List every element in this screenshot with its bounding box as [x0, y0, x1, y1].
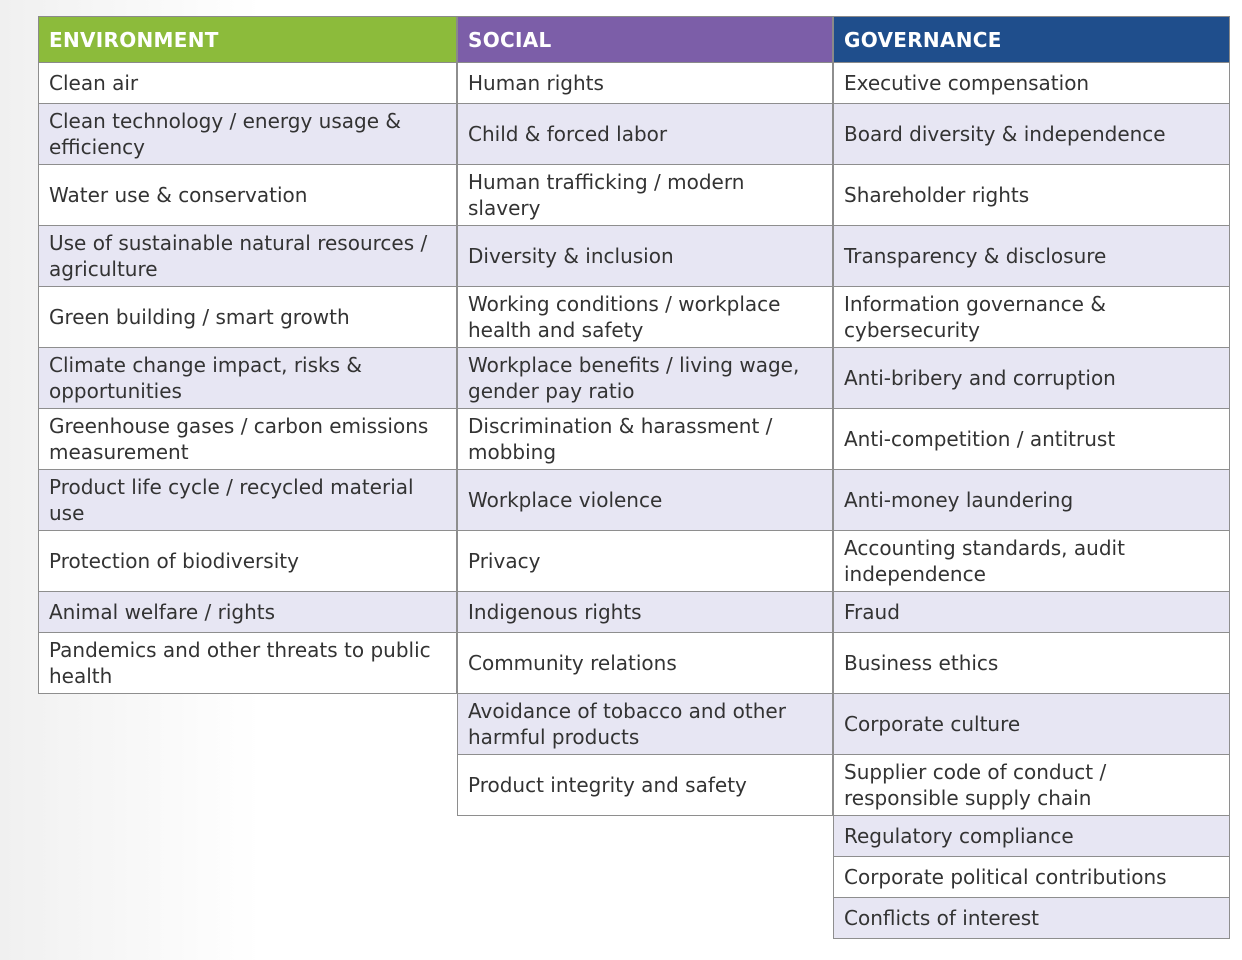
table-cell: Conflicts of interest	[833, 898, 1230, 939]
table-cell: Climate change impact, risks & opportuni…	[38, 348, 457, 409]
table-cell: Community relations	[457, 633, 833, 694]
table-cell: Product life cycle / recycled material u…	[38, 470, 457, 531]
table-cell: Green building / smart growth	[38, 287, 457, 348]
table-cell: Corporate culture	[833, 694, 1230, 755]
table-cell: Product integrity and safety	[457, 755, 833, 816]
table-cell: Anti-competition / antitrust	[833, 409, 1230, 470]
table-cell: Supplier code of conduct / responsible s…	[833, 755, 1230, 816]
environment-column: ENVIRONMENT Clean air Clean technology /…	[38, 16, 457, 694]
table-cell: Protection of biodiversity	[38, 531, 457, 592]
table-cell: Greenhouse gases / carbon emissions meas…	[38, 409, 457, 470]
table-cell: Working conditions / workplace health an…	[457, 287, 833, 348]
table-cell: Board diversity & independence	[833, 104, 1230, 165]
table-cell: Fraud	[833, 592, 1230, 633]
table-cell: Regulatory compliance	[833, 816, 1230, 857]
table-cell: Business ethics	[833, 633, 1230, 694]
table-cell: Human rights	[457, 63, 833, 104]
table-cell: Water use & conservation	[38, 165, 457, 226]
governance-header: GOVERNANCE	[833, 16, 1230, 63]
table-cell: Avoidance of tobacco and other harmful p…	[457, 694, 833, 755]
table-cell: Executive compensation	[833, 63, 1230, 104]
table-cell: Pandemics and other threats to public he…	[38, 633, 457, 694]
table-cell: Anti-bribery and corruption	[833, 348, 1230, 409]
social-header: SOCIAL	[457, 16, 833, 63]
table-cell: Anti-money laundering	[833, 470, 1230, 531]
table-cell: Information governance & cybersecurity	[833, 287, 1230, 348]
table-cell: Use of sustainable natural resources / a…	[38, 226, 457, 287]
table-cell: Corporate political contributions	[833, 857, 1230, 898]
table-cell: Workplace benefits / living wage, gender…	[457, 348, 833, 409]
table-cell: Clean air	[38, 63, 457, 104]
table-cell: Discrimination & harassment / mobbing	[457, 409, 833, 470]
table-cell: Clean technology / energy usage & effici…	[38, 104, 457, 165]
table-cell: Shareholder rights	[833, 165, 1230, 226]
environment-header: ENVIRONMENT	[38, 16, 457, 63]
table-cell: Human trafficking / modern slavery	[457, 165, 833, 226]
table-cell: Animal welfare / rights	[38, 592, 457, 633]
table-cell: Privacy	[457, 531, 833, 592]
social-column: SOCIAL Human rights Child & forced labor…	[457, 16, 833, 816]
table-cell: Diversity & inclusion	[457, 226, 833, 287]
table-cell: Accounting standards, audit independence	[833, 531, 1230, 592]
table-cell: Workplace violence	[457, 470, 833, 531]
governance-column: GOVERNANCE Executive compensation Board …	[833, 16, 1230, 939]
table-cell: Transparency & disclosure	[833, 226, 1230, 287]
table-cell: Child & forced labor	[457, 104, 833, 165]
table-cell: Indigenous rights	[457, 592, 833, 633]
